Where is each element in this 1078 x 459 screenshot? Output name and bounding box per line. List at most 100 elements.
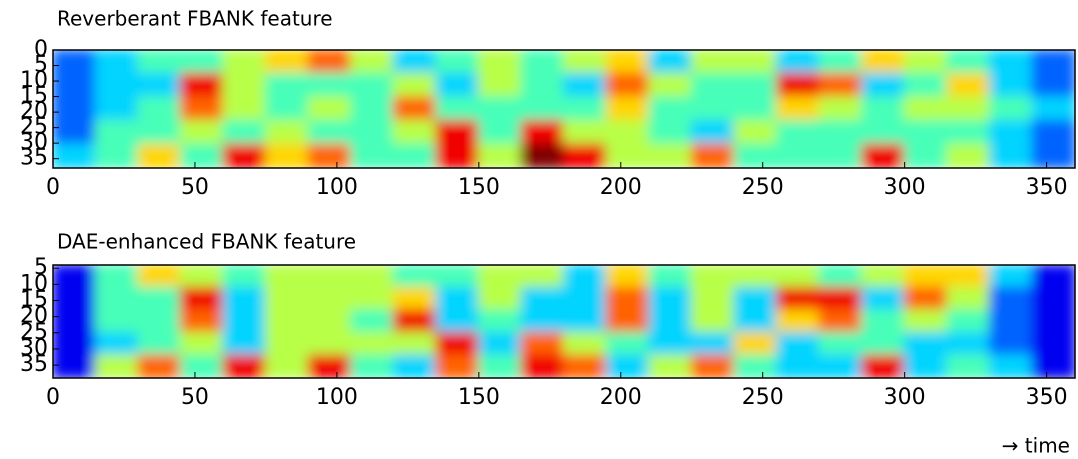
heatmap-cell: [350, 331, 395, 357]
heatmap-cell: [818, 331, 864, 357]
heatmap-cell: [222, 265, 267, 289]
heatmap-cell: [648, 309, 693, 334]
heatmap-cell: [307, 72, 353, 99]
heatmap-cell: [307, 331, 353, 357]
y-tick-label: 10: [20, 271, 48, 296]
heatmap-cell: [477, 96, 523, 122]
heatmap-cell: [392, 309, 438, 334]
heatmap-cell: [733, 96, 778, 122]
heatmap-cell: [818, 354, 864, 378]
heatmap-cell: [733, 143, 778, 168]
heatmap-cell: [946, 96, 991, 122]
heatmap-cell: [605, 96, 651, 122]
heatmap-cell: [648, 72, 693, 99]
heatmap-cell: [988, 143, 1034, 168]
heatmap-cell: [264, 309, 310, 334]
heatmap-cell: [946, 72, 991, 99]
heatmap-cell: [520, 265, 565, 289]
heatmap-cell: [392, 331, 438, 357]
heatmap-cell: [222, 286, 267, 312]
heatmap-cell: [946, 331, 991, 357]
heatmap-cell: [775, 354, 821, 378]
heatmap-cell: [903, 354, 949, 378]
heatmap-cell: [222, 96, 267, 122]
y-tick-label: 10: [20, 68, 48, 93]
heatmap-cell: [307, 119, 353, 146]
heatmap-cell: [53, 286, 97, 312]
heatmap-cell: [137, 354, 182, 378]
heatmap-cell: [903, 119, 949, 146]
heatmap-cell: [988, 119, 1034, 146]
heatmap-cell: [264, 50, 310, 75]
heatmap-cell: [350, 354, 395, 378]
heatmap-cell: [946, 309, 991, 334]
heatmap-cell: [435, 286, 480, 312]
heatmap-cell: [94, 309, 140, 334]
heatmap-cell: [690, 50, 736, 75]
heatmap-cell: [903, 50, 949, 75]
heatmap-cell: [222, 331, 267, 357]
heatmap-cell: [137, 331, 182, 357]
heatmap-body: [53, 265, 1075, 378]
heatmap-cell: [520, 143, 565, 168]
heatmap-cell: [988, 50, 1034, 75]
heatmap-cell: [179, 331, 225, 357]
heatmap-cell: [648, 354, 693, 378]
heatmap-cell: [53, 96, 97, 122]
heatmap-cell: [1031, 354, 1075, 378]
plot-frame: [52, 49, 1076, 169]
heatmap-cell: [350, 265, 395, 289]
y-tick-label: 20: [20, 304, 48, 329]
heatmap-cell: [94, 119, 140, 146]
heatmap-cell: [222, 143, 267, 168]
heatmap-cell: [392, 96, 438, 122]
heatmap-cell: [350, 143, 395, 168]
heatmap-cell: [264, 265, 310, 289]
heatmap-cell: [861, 50, 906, 75]
heatmap-cell: [477, 331, 523, 357]
heatmap-cell: [563, 143, 608, 168]
heatmap-cell: [903, 331, 949, 357]
x-tick-label: 350: [1026, 385, 1068, 410]
heatmap-cell: [350, 96, 395, 122]
heatmap-cell: [137, 119, 182, 146]
heatmap-cell: [264, 143, 310, 168]
heatmap-cell: [775, 50, 821, 75]
heatmap-cell: [264, 286, 310, 312]
heatmap-cell: [520, 119, 565, 146]
heatmap-cell: [861, 119, 906, 146]
heatmap-cell: [818, 96, 864, 122]
annotation: → time: [1002, 434, 1070, 458]
y-tick-label: 30: [20, 336, 48, 361]
heatmap-cell: [648, 331, 693, 357]
heatmap-cell: [1031, 143, 1075, 168]
heatmap-cell: [435, 50, 480, 75]
heatmap-cell: [818, 143, 864, 168]
heatmap-cell: [605, 354, 651, 378]
heatmap-cell: [392, 143, 438, 168]
x-tick-label: 200: [600, 385, 642, 410]
heatmap-cell: [94, 331, 140, 357]
heatmap-cell: [53, 72, 97, 99]
heatmap-cell: [1031, 286, 1075, 312]
heatmap-cell: [222, 72, 267, 99]
heatmap-cell: [818, 119, 864, 146]
heatmap-cell: [903, 309, 949, 334]
heatmap-cell: [733, 119, 778, 146]
heatmap-cell: [264, 96, 310, 122]
heatmap-cell: [563, 286, 608, 312]
heatmap-cell: [264, 354, 310, 378]
plot-frame: [52, 264, 1076, 379]
heatmap-cell: [690, 331, 736, 357]
heatmap-cell: [53, 265, 97, 289]
heatmap-cell: [1031, 50, 1075, 75]
heatmap-cell: [605, 119, 651, 146]
heatmap-cell: [307, 50, 353, 75]
x-tick-label: 250: [742, 385, 784, 410]
x-tick-label: 150: [458, 385, 500, 410]
heatmap-cell: [222, 119, 267, 146]
heatmap-cell: [435, 119, 480, 146]
heatmap-cell: [179, 119, 225, 146]
heatmap-cell: [137, 50, 182, 75]
